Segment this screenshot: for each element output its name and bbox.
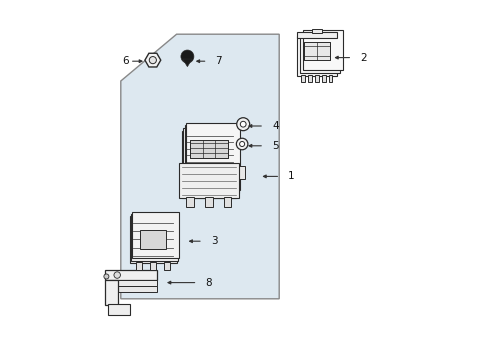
Circle shape (149, 57, 156, 64)
FancyBboxPatch shape (304, 42, 330, 60)
FancyBboxPatch shape (205, 197, 213, 207)
FancyBboxPatch shape (303, 31, 343, 70)
Text: 7: 7 (216, 56, 222, 66)
FancyBboxPatch shape (131, 214, 178, 261)
Text: 6: 6 (122, 56, 128, 66)
FancyBboxPatch shape (182, 166, 192, 179)
Text: 3: 3 (211, 236, 218, 246)
FancyBboxPatch shape (300, 33, 340, 73)
Text: 5: 5 (272, 141, 279, 151)
FancyBboxPatch shape (186, 197, 194, 207)
FancyBboxPatch shape (136, 262, 142, 270)
Polygon shape (121, 34, 279, 299)
Circle shape (104, 274, 109, 279)
FancyBboxPatch shape (186, 123, 240, 190)
FancyBboxPatch shape (104, 270, 157, 280)
FancyBboxPatch shape (182, 130, 236, 198)
FancyBboxPatch shape (164, 262, 171, 270)
Text: 8: 8 (205, 278, 212, 288)
FancyBboxPatch shape (104, 280, 157, 286)
FancyBboxPatch shape (301, 75, 305, 82)
FancyBboxPatch shape (236, 166, 245, 179)
FancyBboxPatch shape (329, 75, 332, 82)
Text: 4: 4 (272, 121, 279, 131)
FancyBboxPatch shape (297, 36, 337, 76)
FancyBboxPatch shape (190, 140, 228, 158)
FancyBboxPatch shape (224, 197, 231, 207)
FancyBboxPatch shape (312, 29, 322, 33)
Text: 1: 1 (288, 171, 295, 181)
FancyBboxPatch shape (183, 128, 237, 195)
Circle shape (237, 118, 250, 131)
Circle shape (240, 121, 246, 127)
FancyBboxPatch shape (185, 126, 239, 193)
FancyBboxPatch shape (104, 280, 118, 305)
FancyBboxPatch shape (149, 262, 156, 270)
FancyBboxPatch shape (130, 216, 176, 263)
FancyBboxPatch shape (104, 286, 157, 292)
FancyBboxPatch shape (140, 230, 166, 249)
Circle shape (181, 50, 194, 63)
FancyBboxPatch shape (308, 75, 312, 82)
FancyBboxPatch shape (108, 304, 130, 315)
Circle shape (114, 272, 121, 278)
FancyBboxPatch shape (322, 75, 325, 82)
Text: 2: 2 (360, 53, 367, 63)
FancyBboxPatch shape (179, 163, 239, 198)
Circle shape (236, 138, 248, 150)
FancyBboxPatch shape (297, 32, 337, 38)
FancyBboxPatch shape (132, 212, 179, 258)
Circle shape (240, 141, 245, 147)
FancyBboxPatch shape (315, 75, 318, 82)
Polygon shape (183, 59, 192, 67)
